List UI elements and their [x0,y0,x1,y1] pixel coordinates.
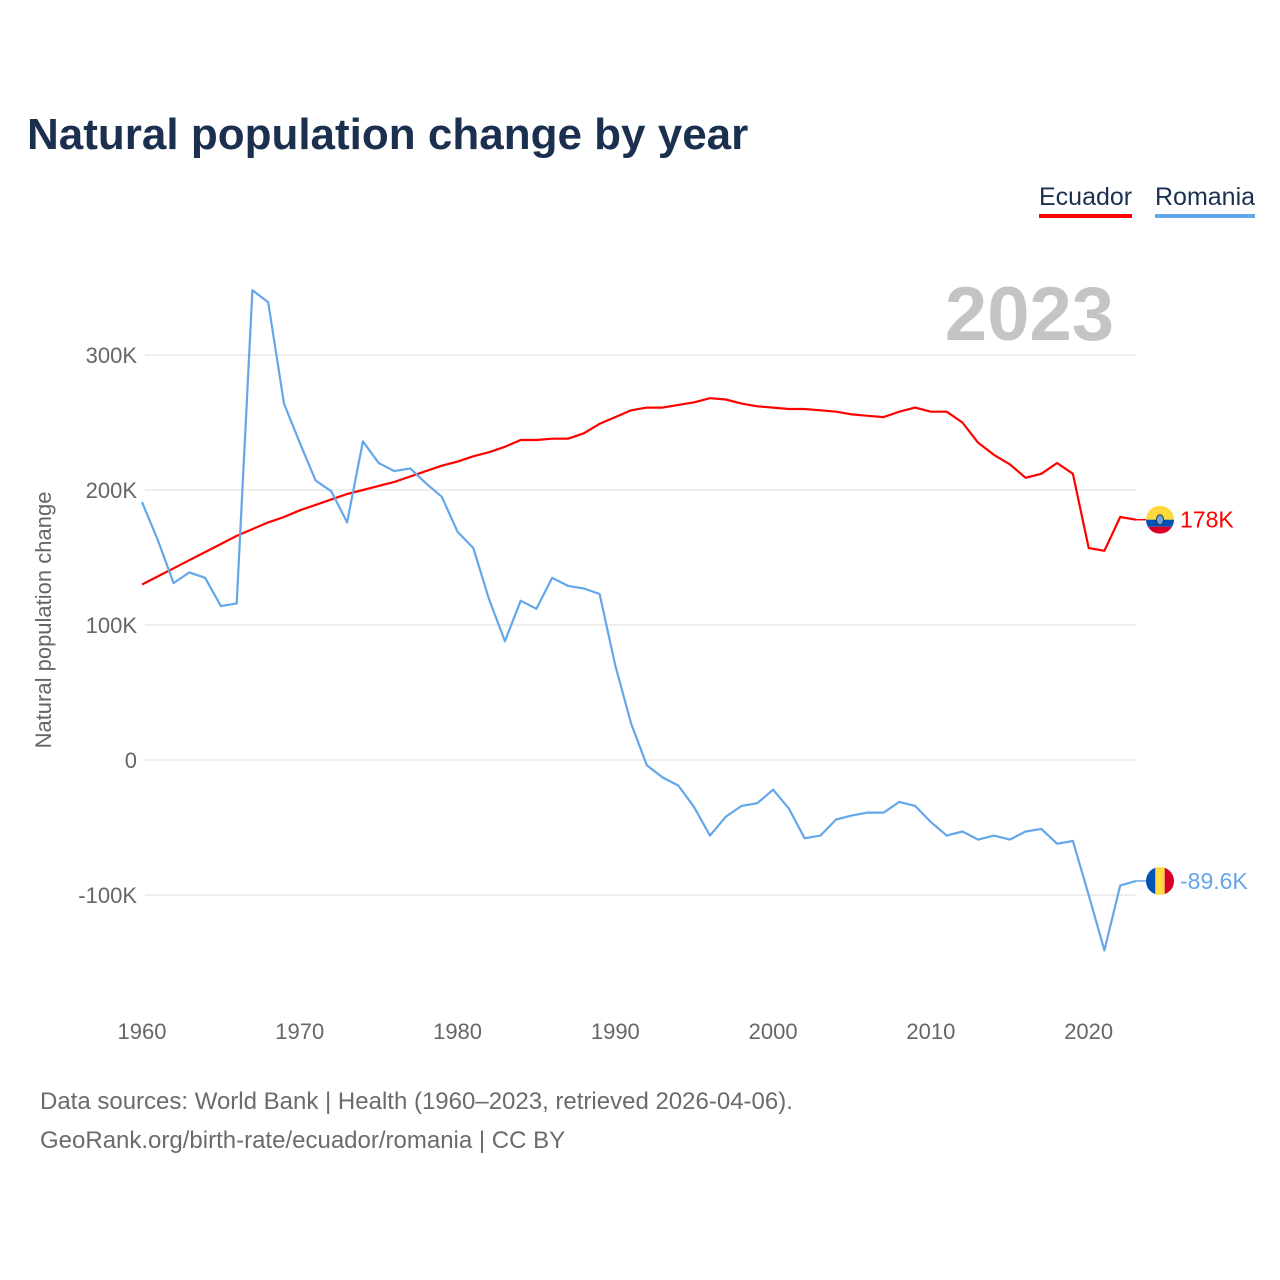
x-tick-label: 1990 [591,1019,640,1044]
series-line-ecuador [141,397,1137,586]
romania-flag-icon [1146,866,1174,895]
y-tick-label: -100K [78,883,137,908]
data-sources: Data sources: World Bank | Health (1960–… [40,1088,793,1115]
ecuador-flag-icon [1146,505,1174,534]
chart-title: Natural population change by year [27,110,749,159]
x-tick-label: 2000 [749,1019,798,1044]
y-tick-label: 200K [86,478,138,503]
series-line-romania [140,289,1137,952]
x-tick-label: 1980 [433,1019,482,1044]
x-tick-label: 2010 [906,1019,955,1044]
end-label-romania: -89.6K [1180,868,1248,894]
x-tick-label: 1970 [275,1019,324,1044]
source-link[interactable]: GeoRank.org/birth-rate/ecuador/romania |… [40,1127,566,1154]
y-tick-label: 300K [86,343,138,368]
year-watermark: 2023 [945,272,1114,357]
legend-ecuador[interactable]: Ecuador [1039,183,1133,218]
y-tick-label: 0 [125,748,137,773]
y-tick-label: 100K [86,613,138,638]
legend-romania[interactable]: Romania [1155,183,1256,218]
x-tick-label: 2020 [1064,1019,1113,1044]
end-label-ecuador: 178K [1180,507,1234,533]
x-tick-label: 1960 [118,1019,167,1044]
